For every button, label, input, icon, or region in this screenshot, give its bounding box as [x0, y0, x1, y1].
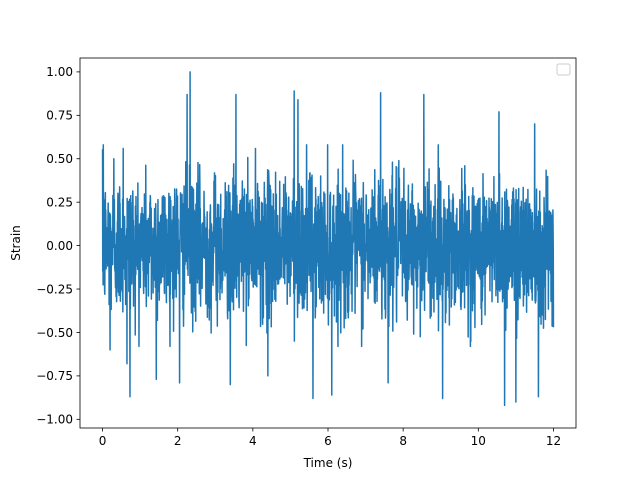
strain-series-line [101, 71, 555, 407]
x-tick-label: 12 [546, 434, 561, 448]
y-tick-label: −1.00 [36, 413, 73, 427]
y-tick-label: −0.50 [36, 326, 73, 340]
x-axis-ticks: 0 2 4 6 8 10 12 [99, 428, 561, 448]
y-tick-label: 0.50 [46, 152, 73, 166]
x-tick-label: 0 [99, 434, 107, 448]
x-tick-label: 2 [174, 434, 182, 448]
x-tick-label: 6 [324, 434, 332, 448]
y-tick-label: 0.25 [46, 195, 73, 209]
y-tick-label: 1.00 [46, 65, 73, 79]
y-tick-label: 0.75 [46, 109, 73, 123]
x-tick-label: 10 [471, 434, 486, 448]
x-tick-label: 4 [249, 434, 257, 448]
y-axis-ticks: −1.00 −0.75 −0.50 −0.25 0.00 0.25 0.50 0.75 1.00 [36, 65, 80, 427]
y-tick-label: 0.00 [46, 239, 73, 253]
x-axis-label: Time (s) [303, 456, 353, 470]
legend-box [556, 63, 571, 76]
x-tick-label: 8 [399, 434, 407, 448]
y-tick-label: −0.75 [36, 369, 73, 383]
y-axis-label: Strain [9, 225, 23, 261]
y-tick-label: −0.25 [36, 282, 73, 296]
